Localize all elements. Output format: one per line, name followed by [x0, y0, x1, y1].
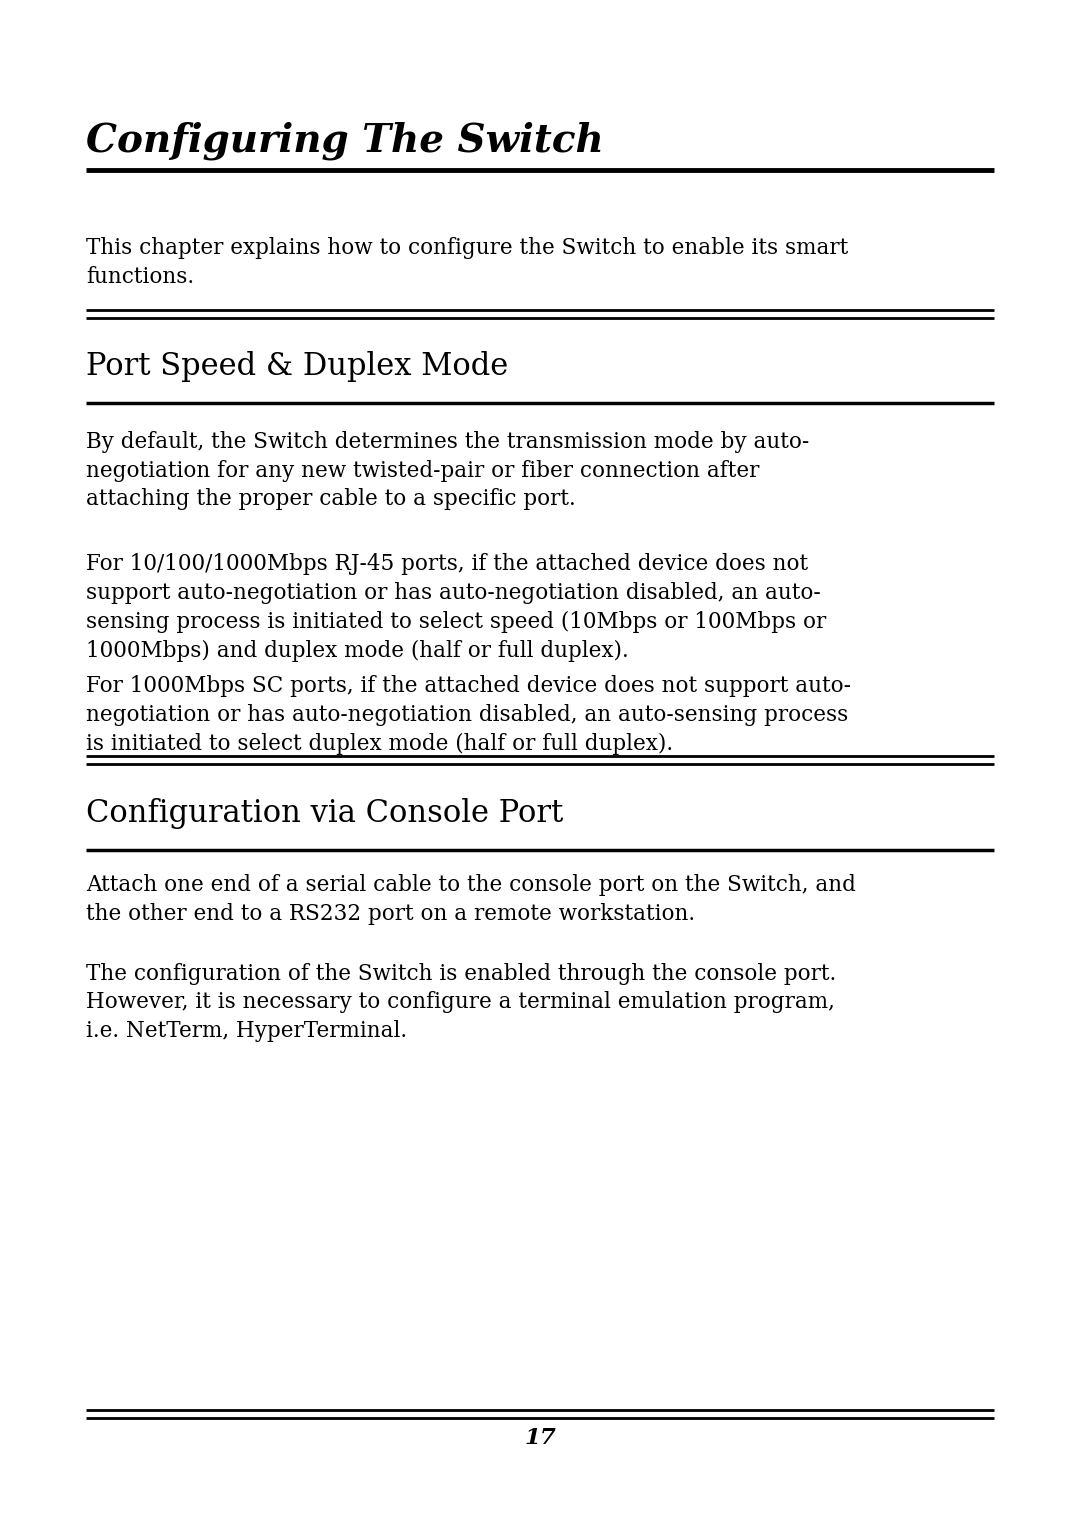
Text: Attach one end of a serial cable to the console port on the Switch, and
the othe: Attach one end of a serial cable to the … — [86, 874, 856, 924]
Text: This chapter explains how to configure the Switch to enable its smart
functions.: This chapter explains how to configure t… — [86, 237, 849, 287]
Text: By default, the Switch determines the transmission mode by auto-
negotiation for: By default, the Switch determines the tr… — [86, 431, 810, 510]
Text: For 1000Mbps SC ports, if the attached device does not support auto-
negotiation: For 1000Mbps SC ports, if the attached d… — [86, 675, 851, 755]
Text: Configuration via Console Port: Configuration via Console Port — [86, 798, 564, 828]
Text: The configuration of the Switch is enabled through the console port.
However, it: The configuration of the Switch is enabl… — [86, 963, 837, 1042]
Text: Configuring The Switch: Configuring The Switch — [86, 122, 604, 160]
Text: Port Speed & Duplex Mode: Port Speed & Duplex Mode — [86, 351, 509, 382]
Text: For 10/100/1000Mbps RJ-45 ports, if the attached device does not
support auto-ne: For 10/100/1000Mbps RJ-45 ports, if the … — [86, 553, 826, 662]
Text: 17: 17 — [524, 1427, 556, 1449]
